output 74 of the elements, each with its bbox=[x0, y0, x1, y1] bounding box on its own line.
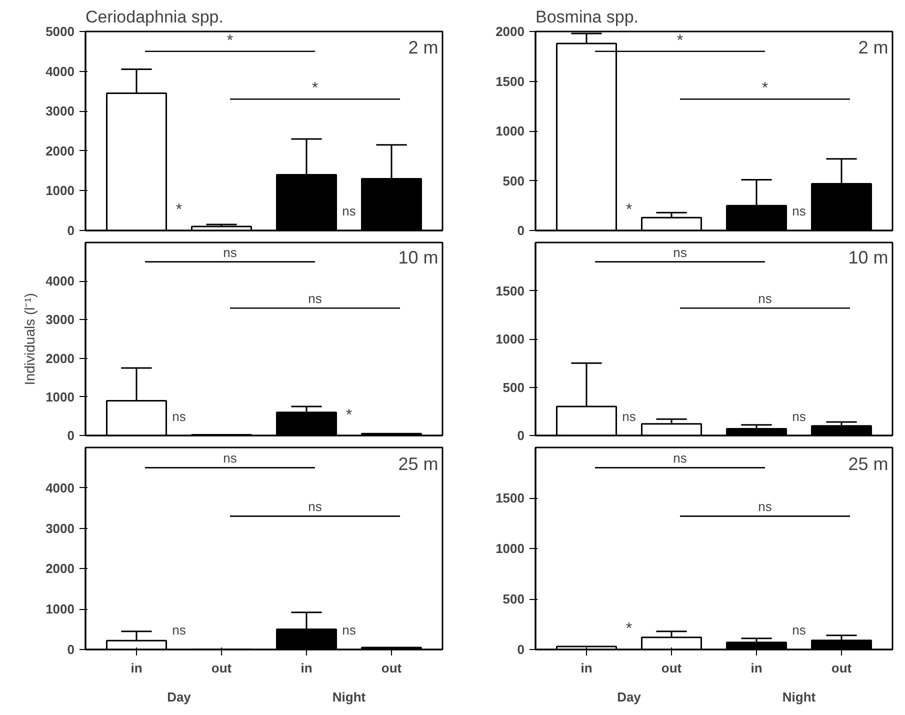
annotation: ns bbox=[223, 244, 238, 260]
y-tick-label: 1500 bbox=[496, 74, 524, 89]
text: Day bbox=[167, 690, 192, 704]
annotation: ns bbox=[172, 622, 186, 638]
y-tick-label: 1000 bbox=[46, 389, 74, 404]
x-tick-label: in bbox=[750, 660, 762, 676]
annotation: 10 m bbox=[398, 248, 438, 268]
y-axis-title: Individuals (l⁻¹) bbox=[22, 292, 38, 386]
annotation: 2 m bbox=[858, 37, 888, 58]
y-tick-label: 0 bbox=[67, 223, 75, 238]
y-tick-label: 0 bbox=[517, 642, 525, 657]
annotation: ns bbox=[792, 408, 806, 424]
y-tick-label: 2000 bbox=[46, 143, 74, 158]
y-tick-label: 2000 bbox=[496, 24, 524, 39]
annotation: * bbox=[226, 32, 234, 50]
annotation: * bbox=[626, 202, 632, 219]
y-tick-label: 5000 bbox=[46, 24, 74, 39]
text: Night bbox=[782, 690, 816, 704]
annotation: ns bbox=[223, 450, 238, 466]
annotation: ns bbox=[792, 622, 806, 638]
annotation: 25 m bbox=[398, 454, 438, 474]
text: Night bbox=[332, 690, 366, 704]
x-tick-label: out bbox=[381, 660, 402, 676]
y-tick-label: 3000 bbox=[46, 520, 74, 536]
y-tick-label: 0 bbox=[67, 428, 75, 443]
annotation: ns bbox=[673, 450, 688, 466]
annotation: ns bbox=[342, 622, 356, 638]
chart-title: Ceriodaphnia spp. bbox=[86, 8, 224, 26]
y-tick-label: 4000 bbox=[46, 480, 74, 496]
x-tick-label: in bbox=[300, 660, 312, 676]
annotation: * bbox=[312, 80, 318, 98]
y-tick-label: 3000 bbox=[46, 104, 74, 119]
y-tick-label: 1000 bbox=[46, 183, 74, 198]
annotation: * bbox=[346, 406, 352, 424]
annotation: 10 m bbox=[848, 248, 888, 268]
annotation: * bbox=[762, 80, 768, 98]
x-tick-label: out bbox=[661, 660, 682, 676]
y-tick-label: 4000 bbox=[46, 64, 74, 79]
y-tick-label: 1500 bbox=[496, 283, 524, 298]
annotation: ns bbox=[342, 204, 356, 219]
x-tick-label: in bbox=[580, 660, 592, 676]
annotation: ns bbox=[622, 408, 636, 424]
y-tick-label: 1500 bbox=[496, 490, 524, 506]
annotation: ns bbox=[792, 204, 806, 219]
y-tick-label: 2000 bbox=[46, 350, 74, 366]
y-tick-label: 2000 bbox=[46, 561, 74, 576]
y-tick-label: 0 bbox=[67, 642, 75, 657]
annotation: ns bbox=[673, 244, 688, 260]
y-tick-label: 0 bbox=[517, 223, 525, 238]
chart-title: Bosmina spp. bbox=[536, 8, 638, 26]
y-tick-label: 500 bbox=[502, 173, 525, 188]
y-tick-label: 0 bbox=[517, 428, 525, 443]
annotation: 25 m bbox=[848, 454, 888, 474]
y-tick-label: 1000 bbox=[496, 124, 524, 138]
y-tick-label: 1000 bbox=[46, 602, 74, 617]
annotation: * bbox=[676, 32, 684, 50]
y-tick-label: 1000 bbox=[496, 332, 524, 346]
x-tick-label: out bbox=[831, 660, 852, 676]
annotation: * bbox=[626, 620, 632, 638]
annotation: ns bbox=[308, 291, 322, 306]
y-tick-label: 3000 bbox=[46, 312, 74, 328]
y-tick-label: 1000 bbox=[496, 541, 524, 556]
text: Day bbox=[617, 690, 642, 704]
annotation: ns bbox=[758, 291, 772, 306]
annotation: 2 m bbox=[408, 37, 438, 58]
y-tick-label: 500 bbox=[502, 380, 525, 395]
x-tick-label: out bbox=[211, 660, 232, 676]
y-tick-label: 4000 bbox=[46, 274, 74, 289]
annotation: ns bbox=[308, 499, 322, 514]
annotation: ns bbox=[758, 499, 772, 514]
annotation: * bbox=[176, 202, 182, 219]
y-tick-label: 500 bbox=[502, 592, 525, 606]
annotation: ns bbox=[172, 408, 186, 424]
x-tick-label: in bbox=[130, 660, 142, 676]
